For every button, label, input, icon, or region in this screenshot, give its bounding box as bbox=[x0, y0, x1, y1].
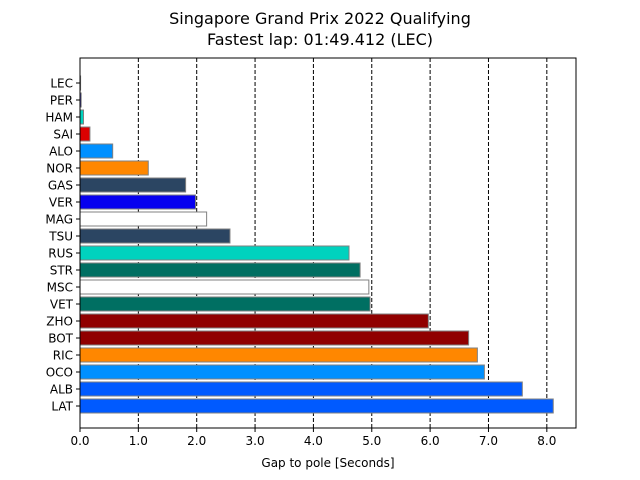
bar-lat bbox=[79, 398, 554, 414]
x-tick-label: 6.0 bbox=[421, 434, 440, 448]
y-tick-label: RIC bbox=[53, 349, 73, 363]
bar-rus bbox=[79, 245, 350, 261]
y-tick-label: LAT bbox=[51, 400, 73, 414]
y-tick-label: VER bbox=[49, 196, 73, 210]
bar-str bbox=[79, 262, 361, 278]
y-tick-label: LEC bbox=[50, 77, 73, 91]
x-tick-label: 7.0 bbox=[479, 434, 498, 448]
y-tick-label: GAS bbox=[48, 179, 73, 193]
bar-nor bbox=[79, 160, 149, 176]
x-tick-label: 4.0 bbox=[304, 434, 323, 448]
bar-vet bbox=[79, 296, 371, 312]
bar-ric bbox=[79, 347, 478, 363]
y-tick-label: SAI bbox=[53, 128, 73, 142]
y-tick-label: OCO bbox=[46, 366, 73, 380]
y-tick-label: ALO bbox=[49, 145, 73, 159]
y-tick-label: MSC bbox=[47, 281, 73, 295]
y-tick-label: BOT bbox=[48, 332, 73, 346]
x-tick-label: 2.0 bbox=[187, 434, 206, 448]
x-tick-label: 8.0 bbox=[537, 434, 556, 448]
x-tick-label: 3.0 bbox=[246, 434, 265, 448]
bar-sai bbox=[79, 126, 91, 142]
bar-ham bbox=[79, 109, 85, 125]
y-tick-label: ZHO bbox=[46, 315, 73, 329]
x-axis-label: Gap to pole [Seconds] bbox=[261, 456, 394, 470]
bar-alb bbox=[79, 381, 523, 397]
bar-tsu bbox=[79, 228, 231, 244]
y-tick-label: STR bbox=[50, 264, 73, 278]
bar-gas bbox=[79, 177, 187, 193]
bar-bot bbox=[79, 330, 470, 346]
y-tick-label: HAM bbox=[45, 111, 73, 125]
bar-ver bbox=[79, 194, 197, 210]
bar-mag bbox=[79, 211, 208, 227]
bars bbox=[79, 75, 554, 414]
x-tick-label: 5.0 bbox=[362, 434, 381, 448]
bar-msc bbox=[79, 279, 370, 295]
y-tick-label: MAG bbox=[45, 213, 73, 227]
bar-zho bbox=[79, 313, 429, 329]
y-tick-label: NOR bbox=[46, 162, 73, 176]
bar-alo bbox=[79, 143, 114, 159]
plot-frame bbox=[79, 57, 577, 429]
y-tick-label: PER bbox=[50, 94, 73, 108]
chart-title: Singapore Grand Prix 2022 Qualifying bbox=[169, 9, 471, 28]
bar-oco bbox=[79, 364, 485, 380]
y-tick-label: RUS bbox=[48, 247, 73, 261]
y-tick-label: TSU bbox=[48, 230, 73, 244]
x-axis-ticks: 0.0 1.0 2.0 3.0 4.0 5.0 6.0 7.0 8.0 bbox=[70, 428, 556, 448]
x-tick-label: 0.0 bbox=[70, 434, 89, 448]
y-tick-label: VET bbox=[50, 298, 74, 312]
y-axis-ticks: LEC PER HAM SAI ALO NOR GAS VER MAG TSU RUS STR MSC V… bbox=[45, 77, 80, 414]
y-tick-label: ALB bbox=[50, 383, 73, 397]
x-tick-label: 1.0 bbox=[129, 434, 148, 448]
chart-subtitle: Fastest lap: 01:49.412 (LEC) bbox=[207, 30, 433, 49]
